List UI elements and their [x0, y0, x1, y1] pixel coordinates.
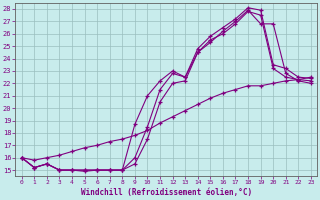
X-axis label: Windchill (Refroidissement éolien,°C): Windchill (Refroidissement éolien,°C)	[81, 188, 252, 197]
